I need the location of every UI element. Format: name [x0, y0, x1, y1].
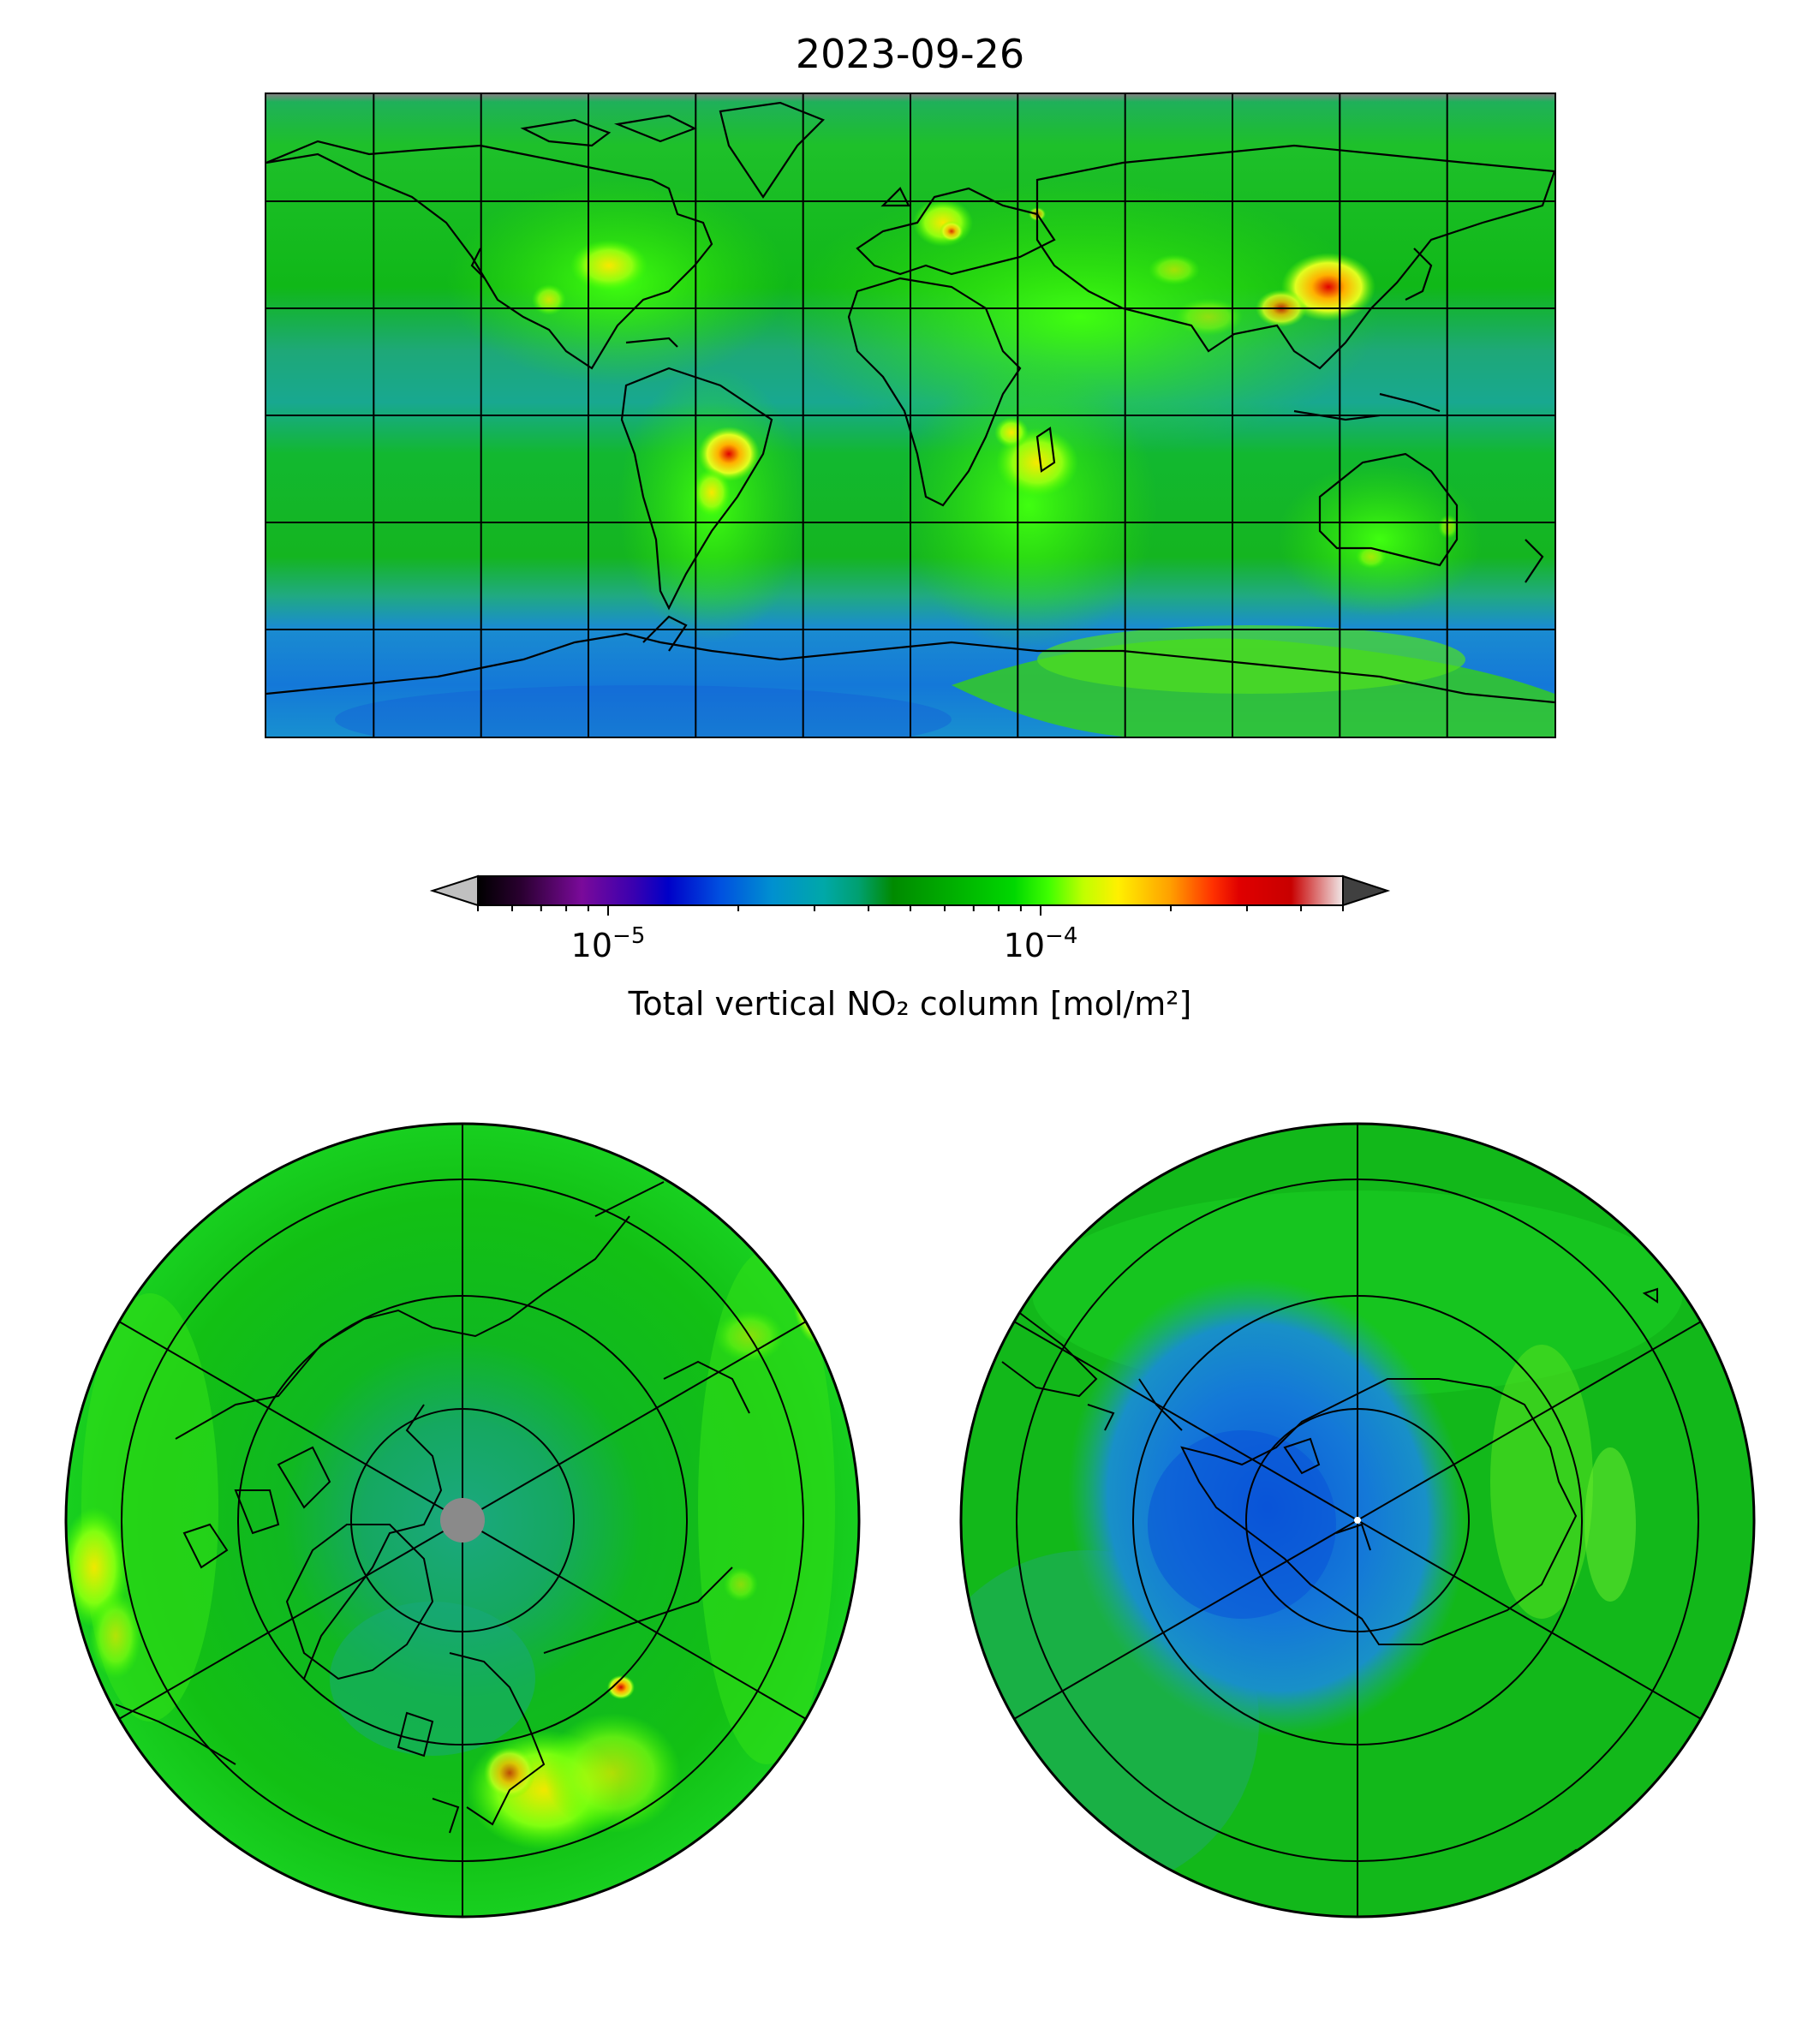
colorbar: 10−5 10−4: [429, 874, 1391, 964]
colorbar-label: Total vertical NO₂ column [mol/m²]: [628, 985, 1192, 1023]
north-pole-nodata: [440, 1498, 485, 1543]
south-polar-map: [959, 1122, 1756, 1919]
global-gridlines: [266, 94, 1554, 737]
global-coastlines: [266, 101, 1554, 704]
colorbar-tick-label-1e-5: 10−5: [571, 923, 646, 964]
colorbar-over-extension: [1342, 874, 1391, 907]
colorbar-tick-label-1e-4: 10−4: [1004, 923, 1078, 964]
global-map-svg: [266, 94, 1554, 737]
figure-title: 2023-09-26: [795, 31, 1025, 77]
colorbar-ticks: [477, 905, 1344, 916]
south-polar-border: [959, 1122, 1756, 1919]
colorbar-gradient: [477, 875, 1344, 906]
north-polar-map: [64, 1122, 861, 1919]
north-polar-border: [64, 1122, 861, 1919]
south-pole-point: [1354, 1517, 1361, 1524]
colorbar-under-extension: [429, 874, 479, 907]
global-map: [265, 92, 1556, 738]
